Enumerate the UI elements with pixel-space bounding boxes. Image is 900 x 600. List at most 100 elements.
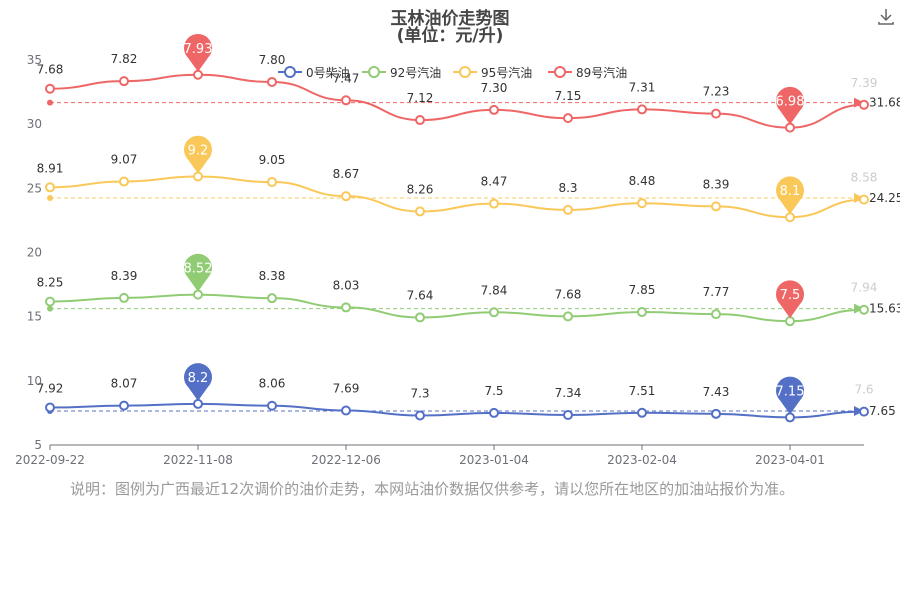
data-point [341, 302, 351, 313]
data-point [637, 104, 647, 115]
average-arrow [854, 192, 864, 203]
series-3: 31.68 7.68 7.82 7.80 7.47 7.12 7.30 7.15 7.31 7.2… [37, 33, 900, 133]
data-label: 7.92 [37, 382, 64, 396]
data-label: 7.5 [484, 384, 503, 398]
data-point [119, 400, 129, 411]
data-label: 8.48 [629, 174, 656, 188]
legend-item[interactable]: 92号汽油 [362, 63, 441, 81]
data-point [785, 412, 795, 423]
marker-pin [184, 33, 212, 72]
data-point [341, 405, 351, 416]
data-label: 7.64 [407, 288, 434, 302]
data-point [563, 204, 573, 215]
data-point [785, 122, 795, 133]
average-start-dot [47, 305, 53, 312]
legend-item[interactable]: 89号汽油 [548, 63, 627, 81]
data-label: 8.26 [407, 182, 434, 196]
y-tick-label: 25 [27, 181, 42, 195]
data-point [341, 95, 351, 106]
marker-pin [184, 135, 212, 174]
data-point [267, 76, 277, 87]
data-label: 7.6 [854, 383, 873, 397]
data-point [563, 311, 573, 322]
legend-item[interactable]: 0号柴油 [278, 63, 350, 81]
data-point [267, 400, 277, 411]
x-tick-label: 2022-11-08 [163, 453, 233, 467]
average-label: 15.63 [869, 302, 900, 316]
y-tick-label: 15 [27, 310, 42, 324]
data-point [637, 407, 647, 418]
legend-symbol [278, 66, 302, 78]
data-label: 8.3 [558, 181, 577, 195]
data-point [489, 104, 499, 115]
y-tick-label: 10 [27, 374, 42, 388]
data-point [859, 194, 869, 205]
data-label: 8.67 [333, 167, 360, 181]
data-point [415, 115, 425, 126]
data-label: 7.82 [111, 52, 138, 66]
data-point [45, 83, 55, 94]
marker-pin [184, 253, 212, 292]
data-point [341, 191, 351, 202]
chart-subtitle: (单位：元/升) [396, 26, 504, 46]
data-point [711, 108, 721, 119]
data-point [193, 289, 203, 300]
download-icon[interactable] [876, 6, 896, 26]
legend-symbol [548, 66, 572, 78]
series-2: 24.25 8.91 9.07 9.05 8.67 8.26 8.47 8.3 8.48 8.39… [37, 135, 900, 223]
average-label: 24.25 [869, 191, 900, 205]
marker-pin-label: 7.5 [780, 288, 801, 303]
data-label: 7.84 [481, 283, 508, 297]
data-label: 8.25 [37, 276, 64, 290]
data-point [711, 201, 721, 212]
data-label: 8.03 [333, 278, 360, 292]
data-point [267, 293, 277, 304]
data-point [785, 212, 795, 223]
data-point [193, 171, 203, 182]
data-point [415, 410, 425, 421]
series-line [49, 402, 865, 419]
data-point [563, 113, 573, 124]
x-tick-label: 2022-12-06 [311, 453, 381, 467]
data-point [859, 99, 869, 110]
data-label: 8.47 [481, 175, 508, 189]
data-label: 9.05 [259, 153, 286, 167]
data-label: 8.07 [111, 377, 138, 391]
data-label: 7.31 [629, 80, 656, 94]
marker-pin [776, 280, 804, 319]
data-point [859, 304, 869, 315]
data-label: 7.3 [410, 386, 429, 400]
data-label: 7.68 [37, 63, 64, 77]
average-start-dot [47, 194, 53, 201]
marker-pin-label: 8.52 [184, 262, 213, 277]
data-label: 8.38 [259, 269, 286, 283]
marker-pin [184, 363, 212, 401]
marker-pin-label: 6.98 [776, 95, 805, 110]
data-point [415, 206, 425, 217]
data-point [45, 182, 55, 193]
average-start-dot [47, 99, 53, 106]
average-arrow [854, 97, 864, 108]
data-label: 8.39 [703, 177, 730, 191]
marker-pin-label: 7.93 [184, 42, 213, 57]
data-point [563, 409, 573, 420]
data-label: 7.34 [555, 386, 582, 400]
x-tick-label: 2023-04-01 [755, 453, 825, 467]
data-point [119, 292, 129, 303]
average-arrow [854, 303, 864, 314]
marker-pin [776, 176, 805, 215]
y-tick-label: 20 [27, 246, 42, 260]
legend-item[interactable]: 95号汽油 [453, 63, 532, 81]
legend-label: 92号汽油 [390, 65, 442, 80]
data-label: 7.77 [703, 285, 730, 299]
legend-label: 95号汽油 [481, 65, 533, 80]
data-label: 7.51 [629, 384, 656, 398]
legend-symbol [453, 66, 477, 78]
data-label: 8.06 [259, 377, 286, 391]
x-tick-label: 2023-01-04 [459, 453, 529, 467]
average-label: 31.68 [869, 96, 900, 110]
data-point [489, 307, 499, 318]
data-point [711, 309, 721, 320]
x-tick-label: 2022-09-22 [15, 453, 85, 467]
